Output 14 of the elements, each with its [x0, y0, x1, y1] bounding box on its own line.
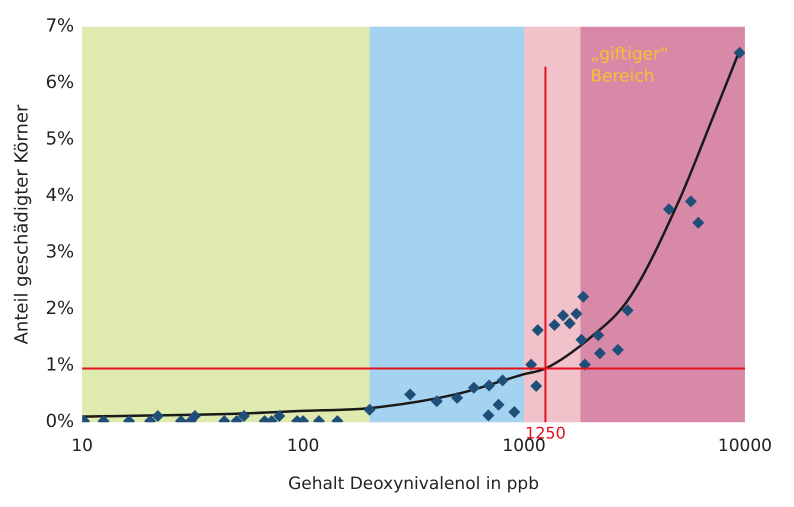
annotation: „giftiger“ Bereich: [590, 44, 669, 87]
x-tick-label: 10000: [718, 436, 772, 456]
y-tick-label: 1%: [46, 354, 74, 376]
y-tick-label: 7%: [46, 15, 74, 36]
x-axis-title: Gehalt Deoxynivalenol in ppb: [288, 474, 540, 494]
x-tick-label: 10: [71, 436, 93, 456]
x-tick-label: 100: [286, 436, 320, 456]
y-tick-label: 6%: [46, 72, 74, 93]
y-tick-label: 2%: [46, 298, 74, 319]
y-tick-label: 0%: [46, 410, 74, 432]
y-tick-label: 4%: [46, 184, 74, 206]
y-tick-label: 3%: [46, 241, 74, 262]
y-tick-label: 5%: [46, 128, 74, 150]
y-axis-title: Anteil geschädigter Körner: [11, 104, 32, 344]
